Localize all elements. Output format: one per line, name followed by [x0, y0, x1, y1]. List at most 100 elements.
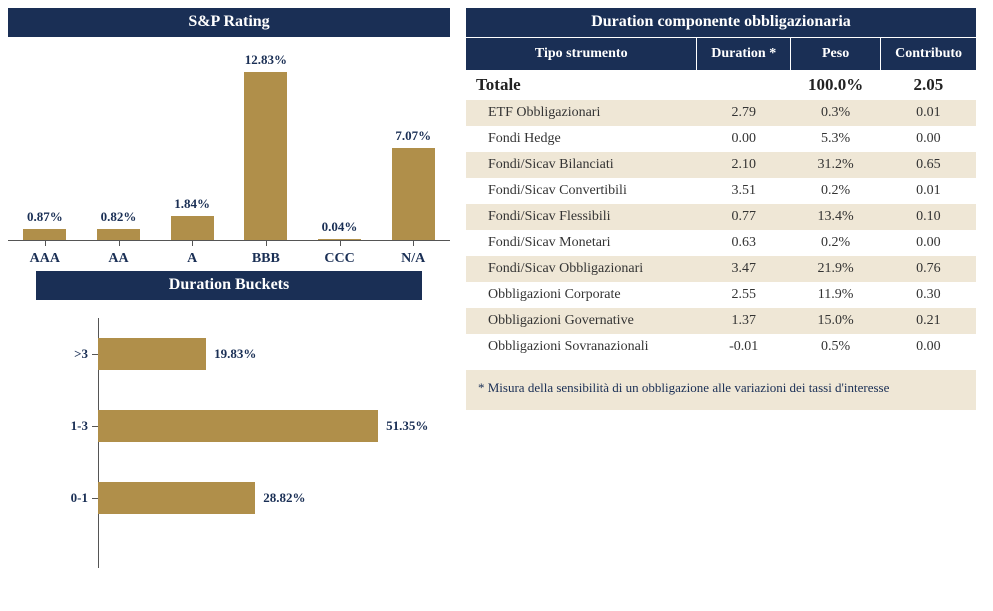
col-tipo: Tipo strumento	[466, 38, 697, 71]
sp-bar-value: 12.83%	[245, 52, 287, 68]
cell-contrib: 2.05	[881, 70, 976, 100]
cell-label: Obbligazioni Sovranazionali	[466, 334, 697, 360]
table-row: Fondi/Sicav Bilanciati2.1031.2%0.65	[466, 152, 976, 178]
db-bar-row: 1-351.35%	[98, 390, 442, 462]
cell-label: Fondi/Sicav Obbligazionari	[466, 256, 697, 282]
cell-peso: 13.4%	[790, 204, 880, 230]
sp-bar-value: 7.07%	[395, 128, 431, 144]
cell-duration: 3.51	[697, 178, 791, 204]
sp-bar-label: AAA	[8, 251, 82, 267]
sp-rating-chart: 0.87%0.82%1.84%12.83%0.04%7.07% AAAAAABB…	[8, 41, 450, 271]
cell-peso: 5.3%	[790, 126, 880, 152]
sp-bar	[97, 229, 140, 240]
cell-duration: 0.63	[697, 230, 791, 256]
cell-duration: 0.77	[697, 204, 791, 230]
cell-contrib: 0.30	[881, 282, 976, 308]
sp-bar-value: 0.87%	[27, 209, 63, 225]
cell-duration: 0.00	[697, 126, 791, 152]
table-total-row: Totale 100.0%2.05	[466, 70, 976, 100]
col-contributo: Contributo	[881, 38, 976, 71]
cell-contrib: 0.00	[881, 334, 976, 360]
sp-bar-label: CCC	[303, 251, 377, 267]
table-row: Fondi/Sicav Convertibili3.510.2%0.01	[466, 178, 976, 204]
sp-bar-value: 1.84%	[174, 196, 210, 212]
sp-bar	[23, 229, 66, 240]
table-row: Obbligazioni Sovranazionali-0.010.5%0.00	[466, 334, 976, 360]
cell-contrib: 0.76	[881, 256, 976, 282]
sp-bar-label: A	[155, 251, 229, 267]
cell-label: Obbligazioni Governative	[466, 308, 697, 334]
db-bar-value: 28.82%	[263, 490, 305, 506]
sp-bar-col: 0.87%	[8, 51, 82, 240]
sp-rating-title: S&P Rating	[8, 8, 450, 37]
table-row: Obbligazioni Corporate2.5511.9%0.30	[466, 282, 976, 308]
cell-peso: 0.2%	[790, 178, 880, 204]
sp-bar-value: 0.82%	[101, 209, 137, 225]
table-row: Fondi/Sicav Monetari0.630.2%0.00	[466, 230, 976, 256]
sp-bar-col: 0.04%	[303, 51, 377, 240]
sp-bar	[244, 72, 287, 240]
sp-bar-col: 0.82%	[82, 51, 156, 240]
cell-label: Fondi/Sicav Convertibili	[466, 178, 697, 204]
db-bar-label: 1-3	[28, 418, 88, 434]
sp-bar-col: 12.83%	[229, 51, 303, 240]
table-row: ETF Obbligazionari2.790.3%0.01	[466, 100, 976, 126]
table-header-row: Tipo strumento Duration * Peso Contribut…	[466, 38, 976, 71]
cell-peso: 100.0%	[790, 70, 880, 100]
cell-duration	[697, 70, 791, 100]
table-row: Fondi/Sicav Obbligazionari3.4721.9%0.76	[466, 256, 976, 282]
cell-contrib: 0.21	[881, 308, 976, 334]
cell-peso: 21.9%	[790, 256, 880, 282]
sp-bar	[171, 216, 214, 240]
cell-label: Fondi/Sicav Monetari	[466, 230, 697, 256]
cell-label: Fondi/Sicav Bilanciati	[466, 152, 697, 178]
cell-duration: 3.47	[697, 256, 791, 282]
cell-contrib: 0.10	[881, 204, 976, 230]
db-bar-label: >3	[28, 346, 88, 362]
cell-peso: 11.9%	[790, 282, 880, 308]
cell-label: Totale	[466, 70, 697, 100]
db-bar-label: 0-1	[28, 490, 88, 506]
sp-bar-label: AA	[82, 251, 156, 267]
sp-bar	[392, 148, 435, 240]
duration-table: Tipo strumento Duration * Peso Contribut…	[466, 37, 976, 360]
sp-bar-col: 7.07%	[376, 51, 450, 240]
cell-duration: 2.55	[697, 282, 791, 308]
db-bar	[98, 338, 206, 370]
table-row: Fondi Hedge0.005.3%0.00	[466, 126, 976, 152]
sp-bar-label: N/A	[376, 251, 450, 267]
cell-label: ETF Obbligazionari	[466, 100, 697, 126]
cell-duration: -0.01	[697, 334, 791, 360]
cell-duration: 1.37	[697, 308, 791, 334]
cell-peso: 0.5%	[790, 334, 880, 360]
duration-table-title: Duration componente obbligazionaria	[466, 8, 976, 37]
col-duration: Duration *	[697, 38, 791, 71]
db-bar	[98, 410, 378, 442]
duration-buckets-chart: >319.83%1-351.35%0-128.82%	[8, 300, 450, 580]
sp-bar-label: BBB	[229, 251, 303, 267]
cell-label: Fondi/Sicav Flessibili	[466, 204, 697, 230]
duration-buckets-title: Duration Buckets	[36, 271, 422, 300]
sp-bar-col: 1.84%	[155, 51, 229, 240]
db-bar-row: 0-128.82%	[98, 462, 442, 534]
cell-peso: 0.3%	[790, 100, 880, 126]
db-bar-row: >319.83%	[98, 318, 442, 390]
cell-contrib: 0.00	[881, 230, 976, 256]
table-row: Obbligazioni Governative1.3715.0%0.21	[466, 308, 976, 334]
duration-table-footnote: * Misura della sensibilità di un obbliga…	[466, 370, 976, 410]
col-peso: Peso	[790, 38, 880, 71]
cell-peso: 15.0%	[790, 308, 880, 334]
cell-duration: 2.79	[697, 100, 791, 126]
cell-label: Obbligazioni Corporate	[466, 282, 697, 308]
cell-duration: 2.10	[697, 152, 791, 178]
cell-contrib: 0.01	[881, 100, 976, 126]
db-bar-value: 19.83%	[214, 346, 256, 362]
db-bar-value: 51.35%	[386, 418, 428, 434]
cell-contrib: 0.01	[881, 178, 976, 204]
cell-contrib: 0.00	[881, 126, 976, 152]
cell-label: Fondi Hedge	[466, 126, 697, 152]
sp-bar-value: 0.04%	[322, 219, 358, 235]
db-bar	[98, 482, 255, 514]
cell-contrib: 0.65	[881, 152, 976, 178]
cell-peso: 31.2%	[790, 152, 880, 178]
